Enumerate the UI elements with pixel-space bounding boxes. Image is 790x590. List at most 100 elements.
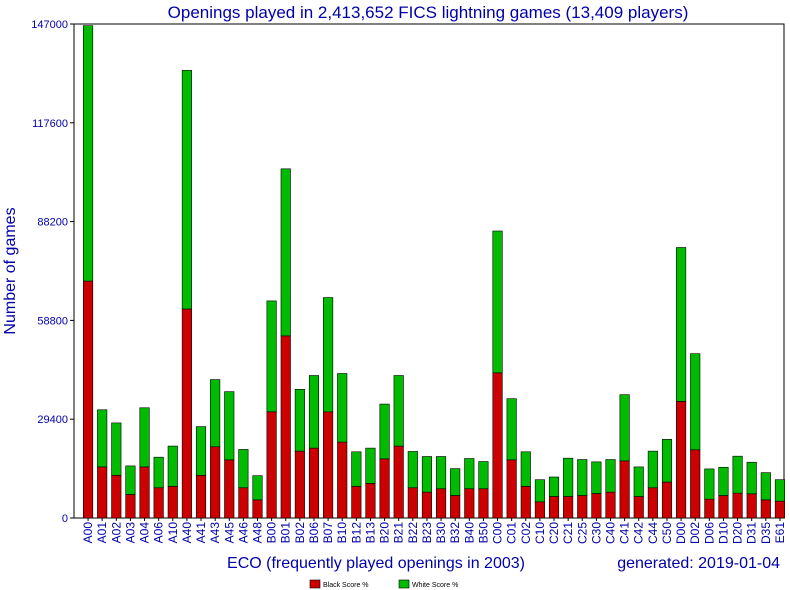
- bar-black-score-a04: [139, 466, 150, 519]
- x-tick-label-b30: B30: [434, 522, 448, 544]
- x-tick-label-a41: A41: [194, 522, 208, 544]
- bar-white-score-e61: [774, 479, 785, 502]
- y-axis-title-group: Number of games: [2, 207, 19, 334]
- bar-white-score-d35: [760, 472, 771, 501]
- bar-black-score-a40: [181, 308, 192, 519]
- x-tick-label-a00: A00: [81, 522, 95, 544]
- x-tick-label-a03: A03: [123, 522, 137, 544]
- bar-white-score-b23: [421, 456, 432, 493]
- bar-black-score-c10: [534, 501, 545, 519]
- bar-white-score-b06: [308, 375, 320, 449]
- bar-white-score-a06: [153, 456, 164, 489]
- bar-white-score-b00: [266, 300, 277, 413]
- bar-black-score-a03: [125, 494, 136, 519]
- x-tick-label-b32: B32: [448, 522, 462, 544]
- bar-white-score-b20: [379, 403, 390, 460]
- bar-white-score-c25: [577, 459, 588, 496]
- legend: Black Score % White Score %: [309, 579, 458, 589]
- x-tick-label-c30: C30: [589, 522, 603, 544]
- bar-black-score-b30: [436, 488, 447, 519]
- bar-black-score-a43: [210, 446, 221, 519]
- legend-swatch-white-score: [398, 579, 410, 589]
- bars: [83, 25, 785, 519]
- bar-white-score-c02: [520, 451, 531, 487]
- x-tick-label-d20: D20: [731, 522, 745, 544]
- plot-area: [73, 23, 785, 519]
- x-tick-label-b13: B13: [363, 522, 377, 544]
- bar-white-score-d02: [690, 353, 701, 451]
- x-tick-label-b21: B21: [392, 522, 406, 544]
- bar-black-score-a48: [252, 499, 263, 519]
- chart-title: Openings played in 2,413,652 FICS lightn…: [168, 3, 689, 22]
- bar-white-score-c44: [647, 450, 658, 489]
- bar-black-score-d20: [732, 492, 743, 519]
- bar-black-score-b12: [351, 486, 362, 519]
- bar-white-score-a01: [97, 409, 108, 468]
- x-tick-label-b01: B01: [279, 522, 293, 544]
- bar-white-score-b21: [393, 375, 404, 447]
- x-tick-label-a43: A43: [208, 522, 222, 544]
- bar-black-score-c00: [492, 372, 503, 519]
- bar-black-score-c50: [661, 481, 673, 519]
- bar-black-score-c44: [647, 487, 658, 519]
- bar-black-score-c02: [520, 486, 531, 519]
- bar-black-score-d31: [746, 493, 757, 519]
- bar-white-score-b07: [323, 297, 334, 413]
- bar-white-score-c30: [591, 461, 602, 494]
- bar-black-score-d35: [760, 499, 771, 519]
- x-tick-label-c02: C02: [519, 522, 533, 544]
- x-tick-label-d10: D10: [716, 522, 730, 544]
- legend-swatch-black-score: [309, 579, 321, 589]
- bar-white-score-d20: [732, 455, 743, 494]
- bar-white-score-b30: [436, 456, 447, 490]
- bar-white-score-c40: [605, 459, 616, 493]
- x-tick-label-e61: E61: [773, 522, 787, 544]
- bar-black-score-c41: [619, 460, 630, 519]
- bar-black-score-a46: [238, 487, 249, 519]
- bar-white-score-a02: [111, 422, 122, 476]
- bar-white-score-b32: [450, 468, 461, 496]
- bar-white-score-c41: [619, 394, 630, 462]
- x-tick-label-b02: B02: [293, 522, 307, 544]
- bar-white-score-a41: [195, 426, 207, 476]
- y-axis-title: Number of games: [2, 207, 19, 334]
- bar-white-score-c10: [534, 479, 545, 503]
- bar-white-score-a48: [252, 475, 263, 501]
- bar-black-score-b07: [323, 411, 334, 519]
- bar-white-score-a43: [210, 379, 221, 448]
- bar-black-score-a01: [97, 466, 108, 519]
- generated-note: generated: 2019-01-04: [617, 555, 780, 572]
- x-tick-label-c21: C21: [561, 522, 575, 544]
- x-tick-label-d06: D06: [702, 522, 716, 544]
- bar-black-score-c25: [577, 495, 588, 519]
- x-tick-label-b00: B00: [265, 522, 279, 544]
- bar-white-score-c20: [548, 476, 560, 497]
- x-tick-label-c00: C00: [491, 522, 505, 544]
- bar-black-score-b00: [266, 411, 277, 519]
- y-tick-label: 147000: [31, 19, 68, 31]
- bar-white-score-d31: [746, 461, 757, 495]
- y-tick-label: 0: [62, 513, 68, 525]
- bar-black-score-b02: [294, 450, 305, 519]
- x-tick-label-d31: D31: [745, 522, 759, 544]
- bar-white-score-a04: [139, 407, 150, 468]
- x-tick-label-a46: A46: [236, 522, 250, 544]
- bar-white-score-a40: [181, 70, 192, 310]
- x-tick-label-c20: C20: [547, 522, 561, 544]
- x-tick-label-b50: B50: [476, 522, 490, 544]
- bar-black-score-d02: [690, 449, 701, 519]
- bar-white-score-a45: [224, 391, 235, 461]
- x-tick-label-a45: A45: [222, 522, 236, 544]
- bar-white-score-d00: [676, 247, 687, 402]
- bar-black-score-c30: [591, 493, 602, 519]
- y-tick-label: 117600: [32, 118, 68, 130]
- x-tick-label-b20: B20: [378, 522, 392, 544]
- bar-black-score-c40: [605, 491, 616, 519]
- bar-white-score-c00: [492, 230, 503, 374]
- bar-black-score-b21: [393, 445, 404, 519]
- bar-black-score-b20: [379, 458, 390, 519]
- x-tick-label-b06: B06: [307, 522, 321, 544]
- bar-black-score-a41: [195, 475, 207, 519]
- bar-black-score-b01: [280, 335, 291, 519]
